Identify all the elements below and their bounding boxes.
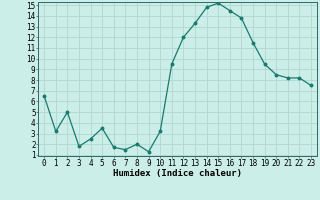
X-axis label: Humidex (Indice chaleur): Humidex (Indice chaleur): [113, 169, 242, 178]
